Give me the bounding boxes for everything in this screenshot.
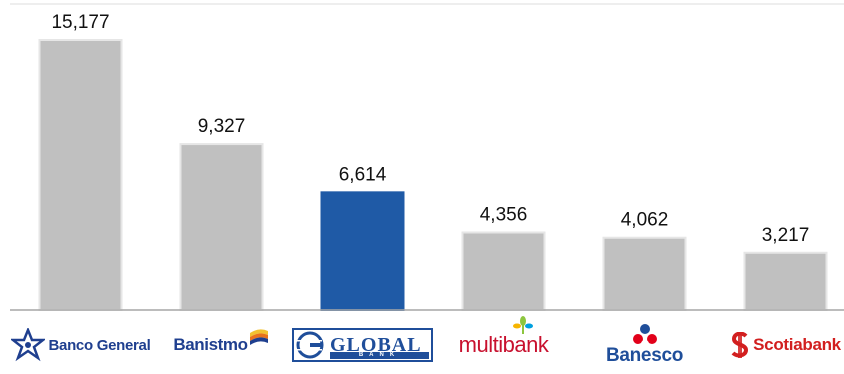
- value-label-scotiabank: 3,217: [762, 225, 810, 246]
- bars-group: [38, 39, 828, 311]
- logo-global-bank: GLOBAL BANK: [292, 316, 433, 374]
- global-bank-badge: GLOBAL BANK: [292, 328, 433, 362]
- bar-chart: 15,177 9,327 6,614 4,356 4,062 3,217: [10, 3, 844, 311]
- global-bank-subtext: BANK: [330, 352, 429, 359]
- sprout-icon: [512, 316, 533, 334]
- logo-multibank: multibank: [433, 316, 574, 374]
- bank-logos-row: Banco General Banistmo GLOBAL BANK: [0, 316, 844, 374]
- bar-banesco: [602, 236, 687, 311]
- logo-scotiabank: Scotiabank: [715, 316, 844, 374]
- value-labels-group: 15,177 9,327 6,614 4,356 4,062 3,217: [51, 12, 809, 246]
- multibank-wordmark: multibank: [458, 316, 549, 358]
- logo-scotiabank-text: Scotiabank: [753, 335, 841, 354]
- logo-banco-general: Banco General: [10, 316, 151, 374]
- logo-banistmo-text: Banistmo: [173, 335, 248, 354]
- scotia-s-icon: [731, 332, 749, 358]
- dots-icon: [632, 324, 657, 348]
- value-label-banesco: 4,062: [621, 210, 669, 231]
- bar-banistmo: [179, 143, 264, 311]
- value-label-banistmo: 9,327: [198, 116, 246, 137]
- logo-banco-general-text: Banco General: [48, 336, 151, 354]
- logo-banesco: Banesco: [574, 316, 715, 374]
- bar-scotiabank: [743, 251, 828, 311]
- logo-banistmo: Banistmo: [151, 316, 292, 374]
- value-label-banco-general: 15,177: [51, 12, 109, 33]
- star-icon: [10, 328, 45, 362]
- bar-global-bank: [320, 191, 405, 311]
- global-bank-text: GLOBAL: [330, 333, 422, 356]
- value-label-global-bank: 6,614: [339, 164, 387, 185]
- flag-icon: [249, 329, 268, 345]
- globe-g-icon: [296, 331, 324, 359]
- logo-banesco-text: Banesco: [605, 345, 684, 366]
- bar-multibank: [461, 231, 546, 311]
- logo-multibank-text: multibank: [458, 332, 549, 357]
- value-label-multibank: 4,356: [480, 205, 528, 226]
- bar-banco-general: [38, 39, 123, 311]
